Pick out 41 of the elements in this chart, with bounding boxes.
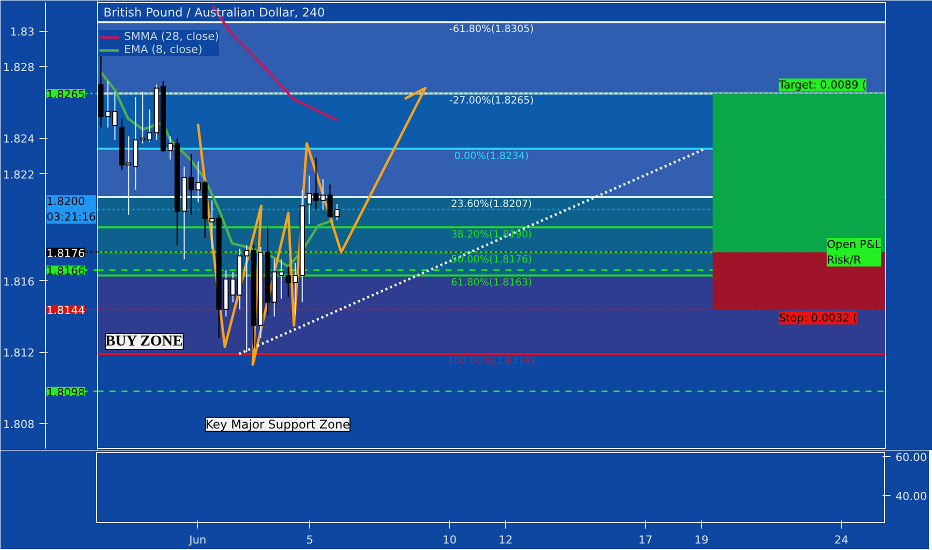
y-tick-label: 1.812 — [3, 346, 35, 360]
annotation: Stop: 0.0032 ( — [778, 311, 858, 324]
x-tick-label: 10 — [442, 534, 457, 546]
candlestick — [334, 203, 340, 221]
ref-line-label: 1.8200 03:21:16 — [46, 195, 96, 224]
legend-label: EMA (8, close) — [124, 43, 202, 56]
annotation: Open P&L Risk/R — [826, 238, 882, 267]
candlestick — [320, 178, 326, 210]
candlestick — [209, 200, 215, 250]
candlestick — [146, 108, 152, 142]
x-tick-label: 17 — [638, 534, 653, 546]
ref-line-label: 1.8098 — [46, 386, 85, 399]
x-tick-label: 5 — [306, 534, 314, 546]
ref-line-label: -61.80%(1.8305) — [449, 24, 534, 36]
x-tick-label: 12 — [498, 534, 513, 546]
y-tick-label: 1.822 — [3, 168, 35, 182]
ref-line-label: 23.60%(1.8207) — [451, 198, 532, 210]
y-tick-label: 1.824 — [3, 132, 35, 146]
ref-line-label: 1.8144 — [46, 304, 85, 317]
annotation: Target: 0.0089 ( — [778, 78, 866, 92]
ref-line-label: 1.8265 — [46, 88, 85, 101]
legend-label: SMMA (28, close) — [124, 30, 219, 43]
ref-line-label: 61.80%(1.8163) — [451, 277, 532, 288]
x-tick-label: 19 — [694, 534, 708, 546]
y-tick-label: 40.00 — [896, 490, 927, 504]
y-tick-label: 60.00 — [896, 450, 927, 464]
candlestick — [327, 184, 333, 219]
candlestick — [140, 91, 146, 144]
annotation: Key Major Support Zone — [205, 417, 350, 432]
ref-line-label: 0.00%(1.8234) — [454, 150, 529, 162]
ref-line-label: 50.00%(1.8176) — [451, 254, 532, 266]
ref-line-label: 1.8166 — [46, 264, 85, 278]
y-tick-label: 1.828 — [3, 61, 35, 74]
y-tick-label: 1.83 — [10, 26, 35, 39]
ref-line-label: 100.00%(1.8119) — [448, 356, 536, 367]
ref-line-label: -27.00%(1.8265) — [449, 95, 534, 106]
y-tick-label: 1.816 — [3, 275, 35, 288]
y-tick-label: 1.808 — [3, 418, 35, 432]
ref-line-label: 1.8176 — [46, 246, 85, 260]
x-tick-label: 24 — [834, 534, 848, 546]
x-tick-label: Jun — [188, 534, 206, 546]
